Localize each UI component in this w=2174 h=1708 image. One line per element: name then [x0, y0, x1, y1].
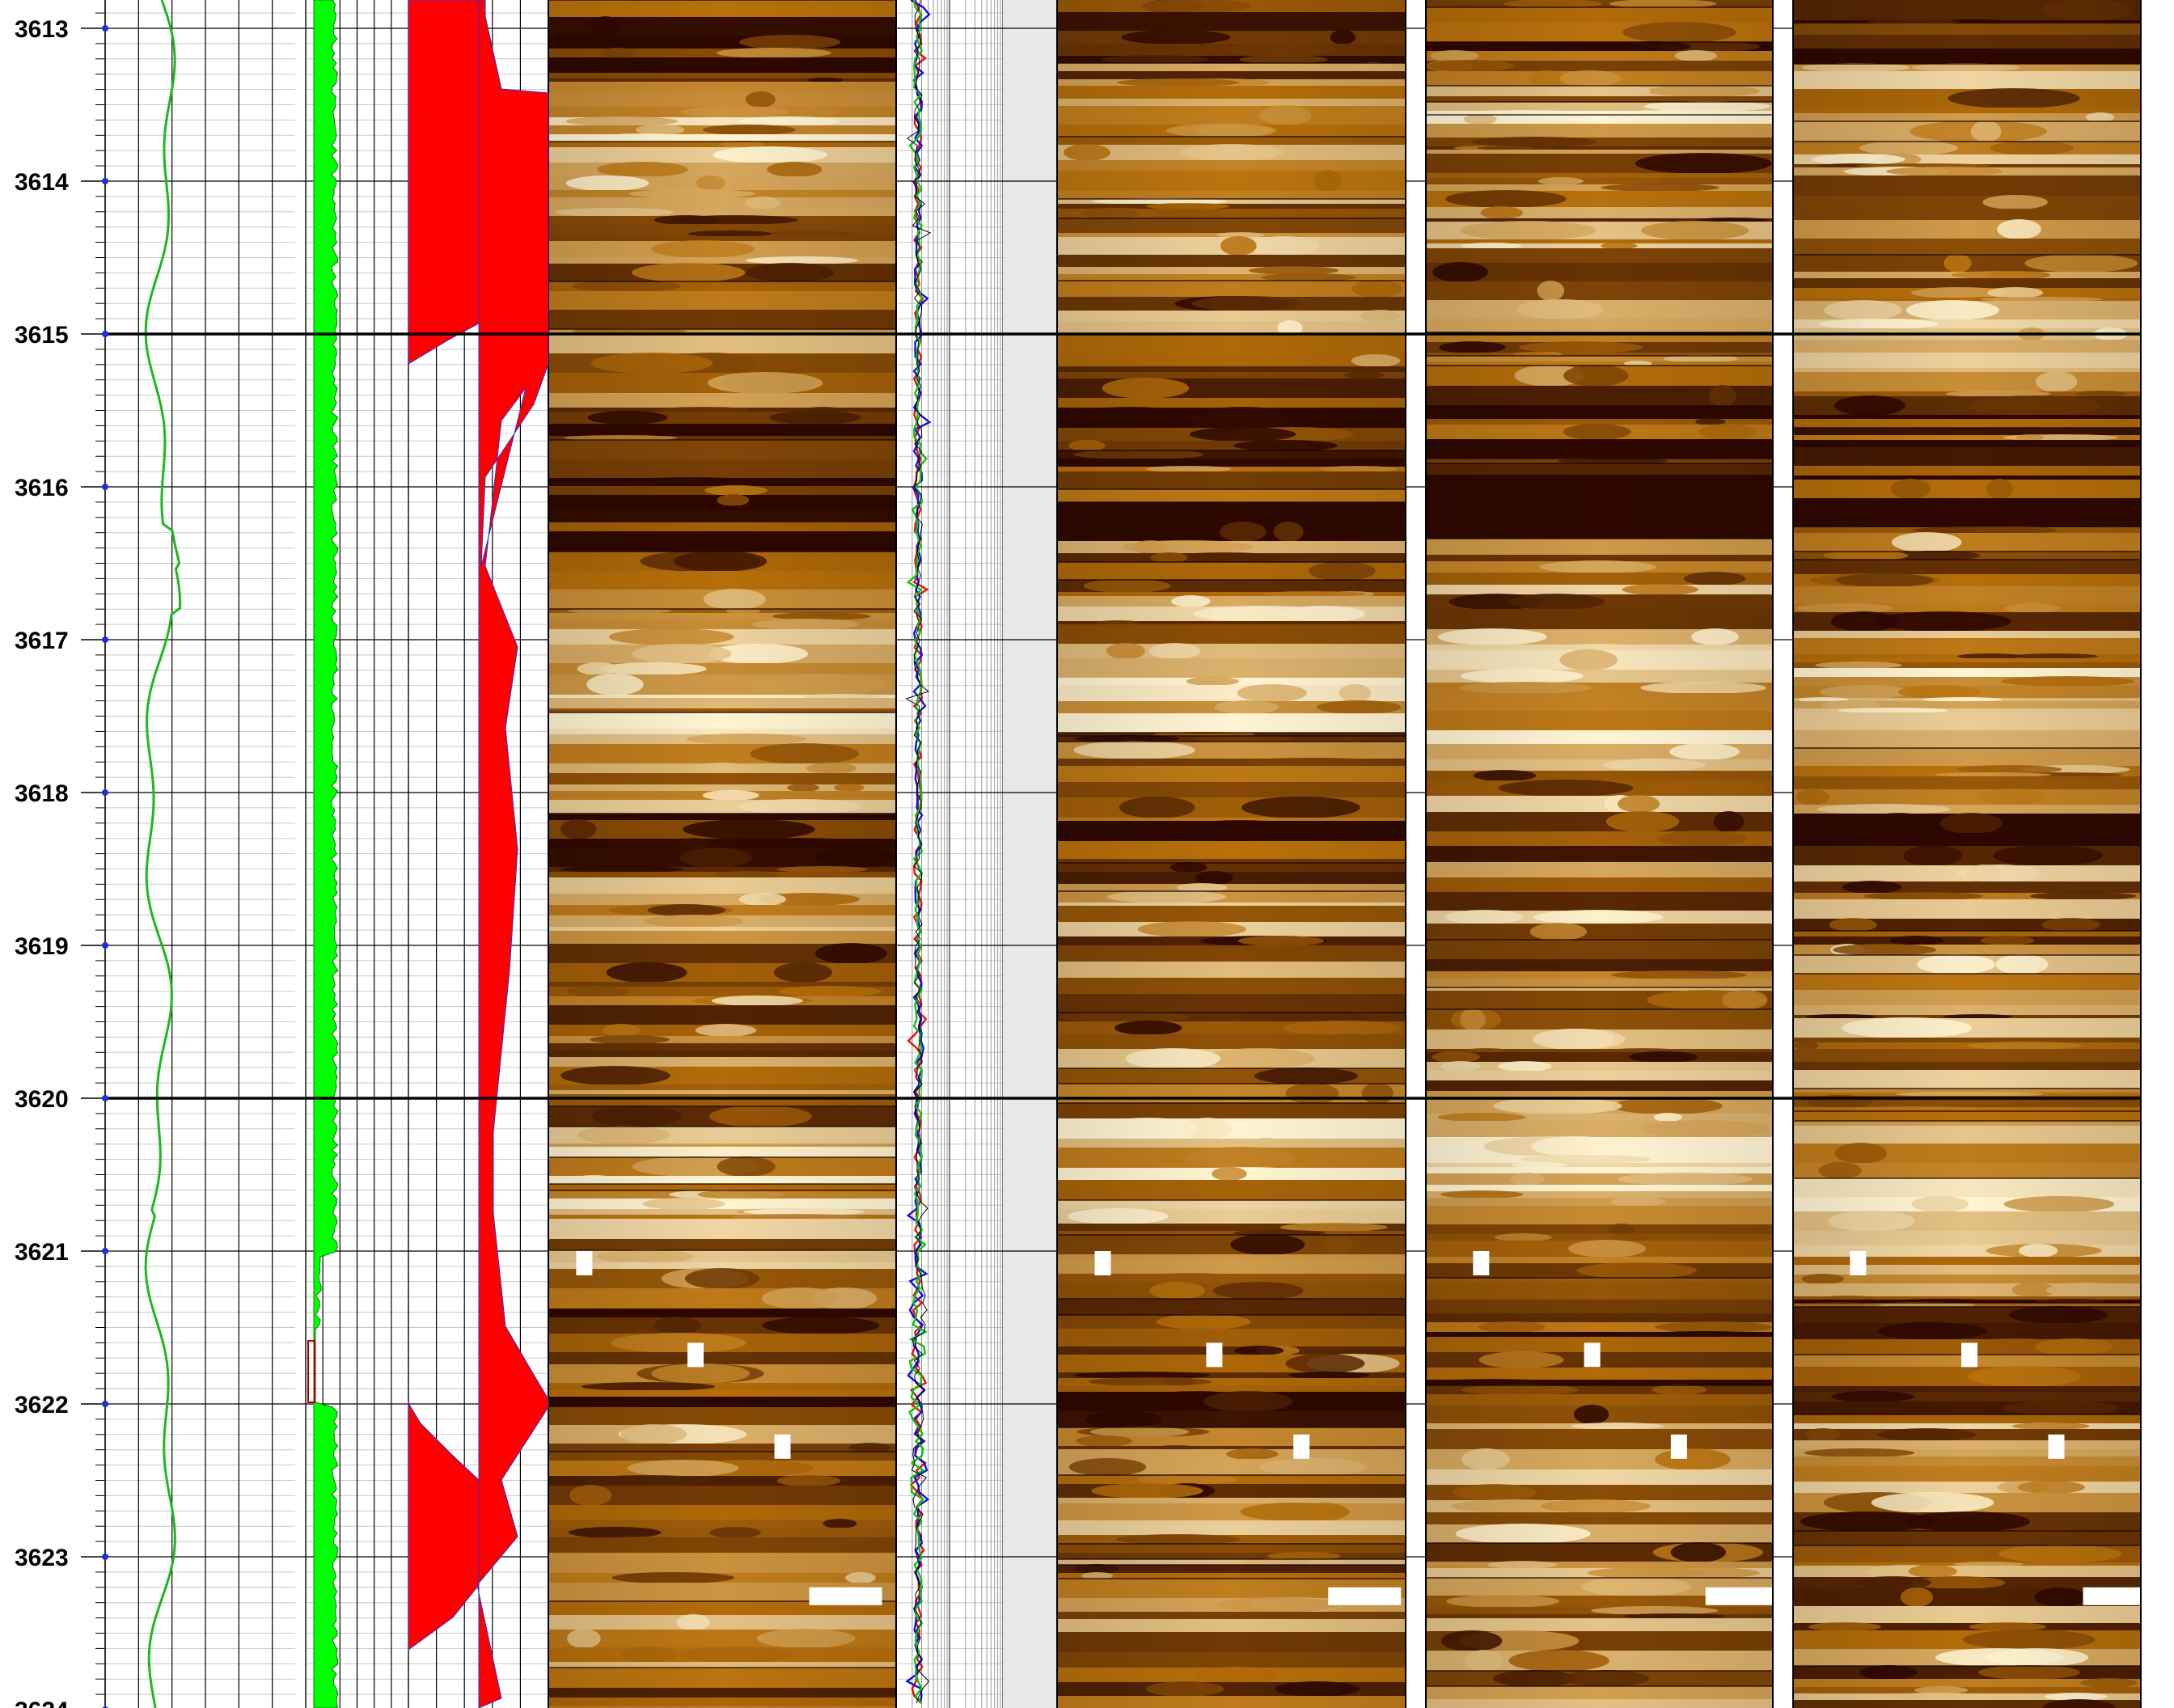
image-gap — [2048, 1434, 2065, 1459]
curve-tracks — [144, 0, 932, 1708]
grid-lines — [104, 0, 2141, 1708]
multi-curve-shade — [1003, 0, 1057, 1708]
depth-label: 3624 — [15, 1697, 69, 1708]
depth-marker-icon — [102, 1554, 108, 1560]
borehole-image-track[interactable] — [548, 0, 897, 1708]
image-gap — [1670, 1434, 1687, 1459]
image-gap — [1961, 1342, 1977, 1368]
depth-label: 3618 — [15, 780, 69, 807]
depth-marker-icon — [102, 942, 108, 949]
image-shading — [1057, 0, 1406, 1708]
red-fill-left-bottom — [408, 1401, 480, 1651]
multi-curve-line[interactable] — [905, 0, 932, 1704]
depth-label: 3616 — [15, 475, 69, 501]
image-gap — [1328, 1587, 1402, 1605]
depth-label: 3615 — [15, 322, 69, 349]
multi-curve-line[interactable] — [906, 0, 928, 1704]
depth-marker-icon — [102, 1095, 108, 1101]
borehole-image-track[interactable] — [1792, 0, 2156, 1708]
image-gap — [1584, 1342, 1601, 1368]
fill-tracks — [307, 0, 549, 1708]
depth-marker-icon — [102, 636, 108, 643]
depth-label: 3613 — [15, 16, 69, 43]
depth-marker-icon — [102, 178, 108, 184]
marker-flag — [307, 1340, 315, 1403]
red-fill-right — [476, 0, 549, 1708]
image-gap — [1293, 1434, 1310, 1459]
depth-marker-icon — [102, 25, 108, 32]
depth-marker-icon — [102, 1248, 108, 1254]
image-gap — [1206, 1342, 1223, 1368]
image-gap — [576, 1251, 593, 1275]
green-fill-area — [313, 0, 339, 1708]
depth-marker-icon — [102, 331, 108, 337]
gamma-ray-curve[interactable] — [144, 0, 182, 1708]
depth-label: 3623 — [15, 1545, 69, 1571]
image-gap — [1473, 1251, 1490, 1275]
image-gap — [687, 1342, 704, 1368]
image-gap — [1094, 1251, 1111, 1275]
borehole-image-track[interactable] — [1056, 0, 1406, 1708]
image-shading — [548, 0, 896, 1708]
depth-marker-icon — [102, 484, 108, 490]
depth-axis[interactable]: 3613 3614 3615 3616 3617 3618 3619 3620 3621 3622… — [15, 0, 108, 1708]
depth-label: 3619 — [15, 933, 69, 960]
multi-curve-line[interactable] — [907, 0, 929, 1704]
image-gap — [809, 1587, 882, 1605]
image-gap — [1705, 1587, 1779, 1605]
depth-marker-icon — [102, 1401, 108, 1407]
major-depth-lines — [105, 332, 2141, 1100]
depth-label: 3617 — [15, 628, 69, 654]
depth-label: 3621 — [15, 1239, 69, 1266]
image-shading — [1793, 0, 2141, 1708]
borehole-image-track[interactable] — [1425, 0, 1779, 1708]
image-gap — [2083, 1587, 2156, 1605]
depth-label: 3614 — [15, 169, 69, 196]
image-gap — [774, 1434, 791, 1459]
depth-label: 3622 — [15, 1392, 69, 1418]
red-fill-left-top — [408, 0, 480, 365]
image-shading — [1426, 0, 1773, 1708]
image-tracks — [548, 0, 2156, 1708]
depth-marker-icon — [102, 789, 108, 796]
depth-label: 3620 — [15, 1086, 69, 1113]
image-gap — [1850, 1251, 1867, 1275]
